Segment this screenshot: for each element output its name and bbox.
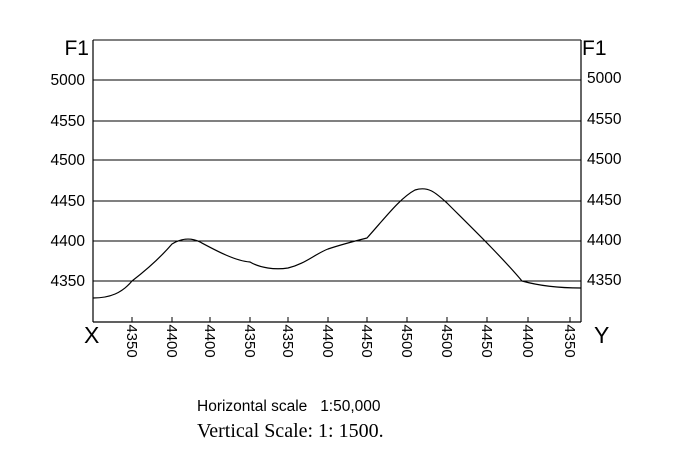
right-elevation-labels: 5000 4550 4500 4450 4400 4350 — [587, 70, 622, 289]
contour-lines — [93, 79, 581, 282]
x-elevation-label: 4400 — [319, 324, 336, 357]
vertical-scale-caption: Vertical Scale: 1: 1500. — [197, 420, 384, 442]
terrain-profile-line — [92, 188, 582, 299]
left-elevation-label: 4450 — [51, 193, 86, 210]
left-elevation-labels: 5000 4550 4500 4450 4400 4350 — [51, 72, 86, 290]
right-elevation-label: 5000 — [587, 70, 622, 87]
left-elevation-label: 4550 — [51, 113, 86, 130]
x-elevation-label: 4500 — [398, 324, 415, 357]
x-elevation-label: 4350 — [279, 324, 296, 357]
left-elevation-label: 5000 — [51, 72, 86, 89]
x-elevation-label: 4350 — [241, 324, 258, 357]
x-elevation-label: 4400 — [201, 324, 218, 357]
end-point-label: Y — [594, 322, 609, 348]
right-profile-label: F1 — [582, 37, 607, 60]
left-elevation-label: 4500 — [51, 152, 86, 169]
x-elevation-label: 4400 — [163, 324, 180, 357]
x-elevation-label: 4350 — [123, 324, 140, 357]
right-elevation-label: 4450 — [587, 192, 622, 209]
horizontal-scale-caption: Horizontal scale 1:50,000 — [197, 398, 381, 415]
right-elevation-label: 4550 — [587, 111, 622, 128]
left-profile-label: F1 — [64, 37, 89, 60]
right-elevation-label: 4350 — [587, 272, 622, 289]
x-elevation-label: 4450 — [358, 324, 375, 357]
right-elevation-label: 4400 — [587, 232, 622, 249]
x-elevation-label: 4400 — [519, 324, 536, 357]
x-elevation-labels: 4350 4400 4400 4350 4350 4400 4450 4500 … — [123, 324, 578, 357]
x-elevation-label: 4500 — [438, 324, 455, 357]
x-elevation-label: 4450 — [478, 324, 495, 357]
left-elevation-label: 4400 — [51, 233, 86, 250]
start-point-label: X — [84, 322, 99, 348]
left-elevation-label: 4350 — [51, 273, 86, 290]
x-tick-marks — [131, 317, 571, 322]
x-elevation-label: 4350 — [561, 324, 578, 357]
right-elevation-label: 4500 — [587, 151, 622, 168]
